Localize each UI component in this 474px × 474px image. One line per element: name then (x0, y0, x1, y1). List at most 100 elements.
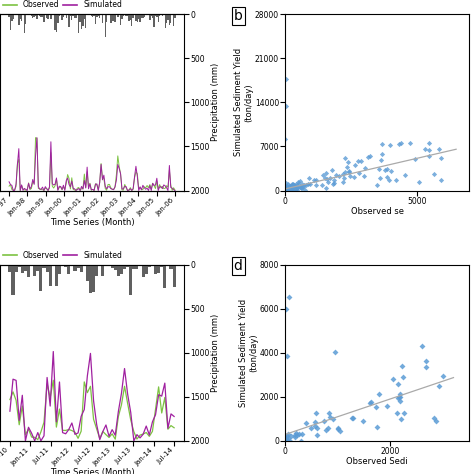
Point (350, 173, 358, 181)
Point (426, 152, 433, 159)
Point (389, 375, 397, 383)
Bar (14, 14, 15, 15)
Text: d: d (234, 259, 243, 273)
Bar (67, 264, 70, 274)
Bar (99, 14, 100, 18)
Point (395, 393, 403, 401)
Bar (96, 14, 98, 17)
Bar (126, 264, 129, 267)
Point (291, 181, 298, 189)
Point (282, 186, 289, 193)
Point (282, 434, 290, 441)
Simulated (125, 392, 130, 397)
Point (345, 169, 353, 176)
Point (284, 434, 292, 441)
Bar (117, 14, 118, 17)
Bar (163, 14, 164, 15)
Bar (132, 14, 134, 18)
Bar (173, 264, 176, 287)
Point (394, 394, 402, 401)
Point (348, 414, 356, 421)
Bar (128, 14, 130, 21)
Observed (50, 377, 56, 383)
Point (282, 437, 289, 445)
Bar (77, 14, 78, 15)
Point (430, 414, 438, 422)
Y-axis label: Precipitation (mm): Precipitation (mm) (211, 63, 220, 141)
Simulated (75, 430, 81, 436)
Y-axis label: Simulated Sediment Yield
(ton/day): Simulated Sediment Yield (ton/day) (234, 48, 253, 156)
Point (283, 184, 291, 192)
Point (383, 402, 390, 410)
Point (328, 166, 336, 174)
Bar (134, 14, 135, 15)
Point (319, 171, 327, 179)
Point (304, 181, 312, 188)
Bar (70, 264, 73, 265)
Point (323, 175, 331, 182)
Bar (15, 264, 18, 273)
Bar (160, 264, 163, 267)
Bar (40, 14, 42, 17)
Point (301, 187, 309, 194)
Point (339, 170, 347, 178)
Simulated (103, 422, 109, 428)
Bar (29, 14, 31, 15)
Bar (156, 14, 157, 17)
Point (285, 186, 292, 193)
Bar (95, 14, 96, 24)
Point (318, 182, 326, 189)
Bar (11, 264, 15, 295)
Point (285, 187, 292, 194)
Point (397, 393, 404, 401)
Point (297, 177, 304, 184)
Bar (64, 264, 67, 267)
Point (294, 178, 301, 186)
Bar (71, 14, 73, 20)
Point (341, 155, 348, 162)
Bar (61, 14, 63, 20)
Point (283, 184, 291, 192)
Point (296, 183, 304, 191)
Simulated (44, 186, 50, 191)
Point (351, 162, 358, 169)
Point (283, 305, 290, 312)
Bar (65, 14, 67, 18)
Point (398, 415, 405, 422)
Simulated (10, 188, 16, 193)
Bar (37, 14, 39, 15)
Bar (101, 264, 104, 276)
Bar (172, 14, 173, 15)
Point (287, 184, 295, 191)
Point (396, 140, 403, 148)
Bar (24, 14, 25, 33)
Point (283, 184, 290, 192)
Bar (170, 264, 173, 269)
Legend: Observed, Simulated: Observed, Simulated (0, 0, 125, 12)
Simulated (7, 409, 13, 414)
Bar (18, 14, 19, 25)
Point (289, 181, 296, 189)
Point (282, 184, 289, 192)
Point (290, 182, 298, 190)
Point (287, 186, 295, 194)
Bar (167, 14, 169, 19)
Point (312, 422, 319, 429)
Point (283, 185, 291, 193)
Bar (169, 14, 170, 25)
Point (336, 173, 343, 180)
Bar (162, 14, 163, 16)
Point (285, 185, 292, 192)
Bar (126, 14, 127, 16)
Bar (24, 264, 27, 271)
Bar (120, 14, 121, 25)
Point (289, 182, 297, 189)
Point (283, 76, 290, 83)
Bar (129, 264, 132, 295)
Point (287, 182, 294, 190)
Bar (36, 264, 39, 271)
Bar (114, 264, 117, 270)
Simulated (38, 438, 44, 444)
Point (330, 179, 338, 187)
Bar (46, 14, 47, 18)
